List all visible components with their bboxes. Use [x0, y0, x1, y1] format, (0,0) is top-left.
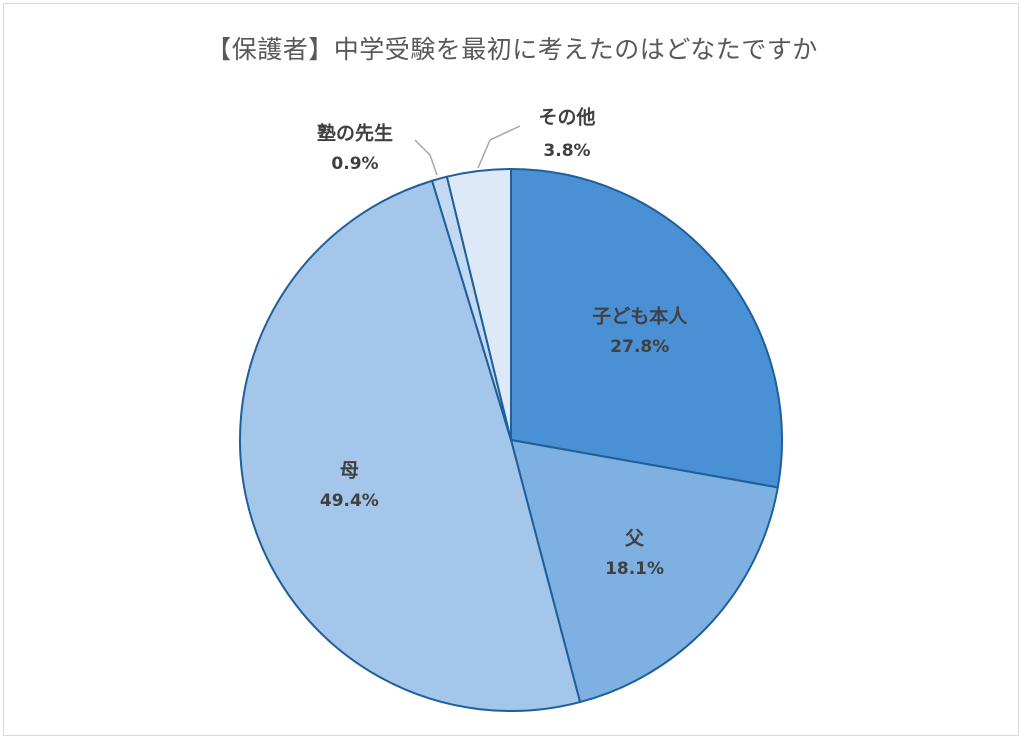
slice-label-1: 子ども本人	[592, 305, 688, 328]
slice-label-3: 母	[340, 459, 359, 481]
leader-line-4	[414, 139, 438, 176]
slice-value-3: 49.4%	[320, 491, 379, 511]
slice-label-5: その他	[538, 106, 595, 129]
pie-slice-3	[239, 179, 582, 712]
slice-label-2: 父	[624, 527, 645, 549]
leader-line-5	[477, 125, 521, 169]
slice-value-4: 0.9%	[331, 154, 378, 174]
slice-label-4: 塾の先生	[317, 122, 393, 145]
pie-slice-2	[510, 439, 779, 704]
slice-value-5: 3.8%	[543, 141, 590, 161]
slice-value-2: 18.1%	[605, 559, 664, 579]
slice-value-1: 27.8%	[610, 337, 669, 357]
pie-slice-1	[510, 168, 783, 489]
chart-title: 【保護者】中学受験を最初に考えたのはどなたですか	[206, 35, 818, 64]
pie-slice-5	[445, 168, 512, 441]
